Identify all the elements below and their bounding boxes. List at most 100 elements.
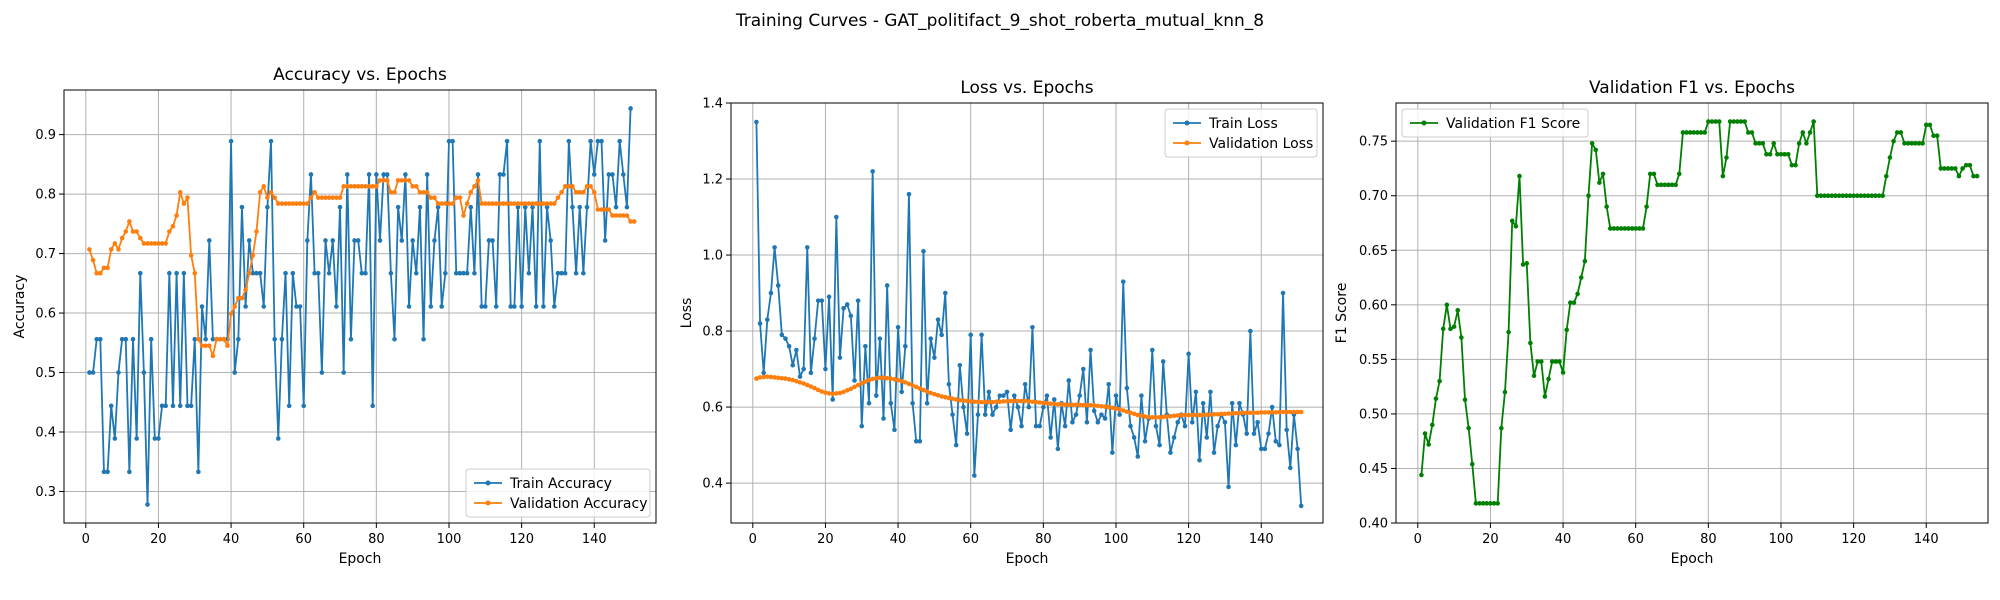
data-point [1019, 398, 1024, 404]
data-point [134, 229, 139, 234]
data-point [116, 370, 121, 375]
data-point [152, 436, 158, 441]
data-point [1004, 389, 1010, 395]
data-point [1898, 130, 1904, 135]
y-tick-label: 1.4 [702, 97, 723, 112]
data-point [479, 201, 484, 206]
data-point [344, 172, 350, 177]
data-point [610, 213, 615, 218]
data-point [1255, 419, 1260, 425]
data-point [1880, 193, 1885, 199]
data-point [1211, 411, 1217, 417]
x-tick-label: 0 [82, 532, 90, 547]
data-point [1949, 166, 1954, 171]
data-point [863, 379, 868, 384]
series-validation-accuracy [87, 178, 637, 359]
data-point [841, 389, 846, 395]
data-point [982, 412, 988, 417]
data-point [457, 195, 463, 200]
data-point [921, 248, 926, 254]
data-point [1157, 415, 1162, 420]
data-point [268, 190, 274, 195]
data-point [570, 204, 575, 210]
data-point [562, 270, 568, 276]
data-point [848, 313, 854, 319]
data-point [1008, 427, 1013, 433]
data-point [188, 403, 194, 409]
data-point [305, 201, 310, 206]
data-point [1262, 446, 1268, 452]
data-point [199, 304, 205, 309]
data-point [1462, 397, 1468, 403]
data-point [156, 241, 161, 246]
legend: Validation F1 Score [1401, 108, 1589, 138]
data-point [1229, 400, 1235, 406]
data-point [315, 195, 321, 200]
data-point [1091, 403, 1097, 408]
data-point [617, 213, 622, 218]
data-point [279, 201, 285, 206]
data-point [1764, 151, 1769, 157]
data-point [127, 219, 132, 224]
data-point [439, 304, 445, 309]
data-point [917, 438, 923, 444]
data-point [1517, 173, 1522, 179]
data-point [783, 376, 788, 381]
data-point [1528, 340, 1533, 346]
data-point [754, 119, 759, 125]
data-point [1226, 411, 1231, 416]
data-point [1030, 399, 1035, 405]
y-tick-label: 0.6 [35, 307, 56, 322]
data-point [1222, 419, 1228, 425]
data-point [866, 400, 872, 406]
legend-entry: Train Accuracy [509, 476, 612, 492]
data-point [1077, 393, 1082, 398]
data-point [881, 416, 886, 421]
data-point [595, 207, 601, 212]
data-point [1938, 166, 1944, 171]
data-point [1211, 450, 1217, 455]
x-tick-label: 40 [223, 532, 240, 547]
data-point [1269, 404, 1275, 410]
data-point [475, 172, 481, 177]
data-point [1001, 399, 1006, 404]
x-tick-label: 120 [509, 532, 534, 547]
data-point [272, 195, 277, 200]
data-point [1051, 397, 1057, 402]
data-point [1088, 402, 1093, 408]
x-tick-label: 80 [1700, 532, 1717, 547]
data-point [105, 265, 110, 271]
data-point [1506, 329, 1511, 335]
legend-box [465, 468, 651, 518]
data-point [982, 399, 988, 405]
data-point [217, 336, 223, 342]
data-point [384, 178, 390, 183]
data-point [1273, 438, 1279, 444]
data-point [1865, 193, 1871, 199]
data-point [1280, 409, 1286, 415]
data-point [283, 201, 288, 206]
data-point [1288, 409, 1293, 415]
data-point [1560, 370, 1566, 375]
data-point [537, 201, 543, 206]
data-point [1117, 412, 1122, 417]
data-point [628, 106, 633, 111]
data-point [1160, 414, 1166, 420]
data-point [544, 201, 550, 206]
data-point [877, 375, 883, 381]
data-point [1960, 166, 1965, 171]
data-point [388, 190, 394, 195]
data-point [1430, 422, 1435, 428]
data-point [1535, 359, 1540, 364]
data-point [552, 304, 557, 309]
data-point [1618, 226, 1624, 231]
x-tick-label: 80 [1035, 532, 1052, 547]
x-tick-label: 0 [749, 532, 757, 547]
data-point [294, 304, 299, 309]
data-point [1200, 412, 1206, 418]
data-point [464, 270, 470, 276]
data-point [768, 290, 774, 296]
data-point [1120, 279, 1126, 284]
data-point [1767, 151, 1773, 157]
data-point [94, 336, 99, 342]
